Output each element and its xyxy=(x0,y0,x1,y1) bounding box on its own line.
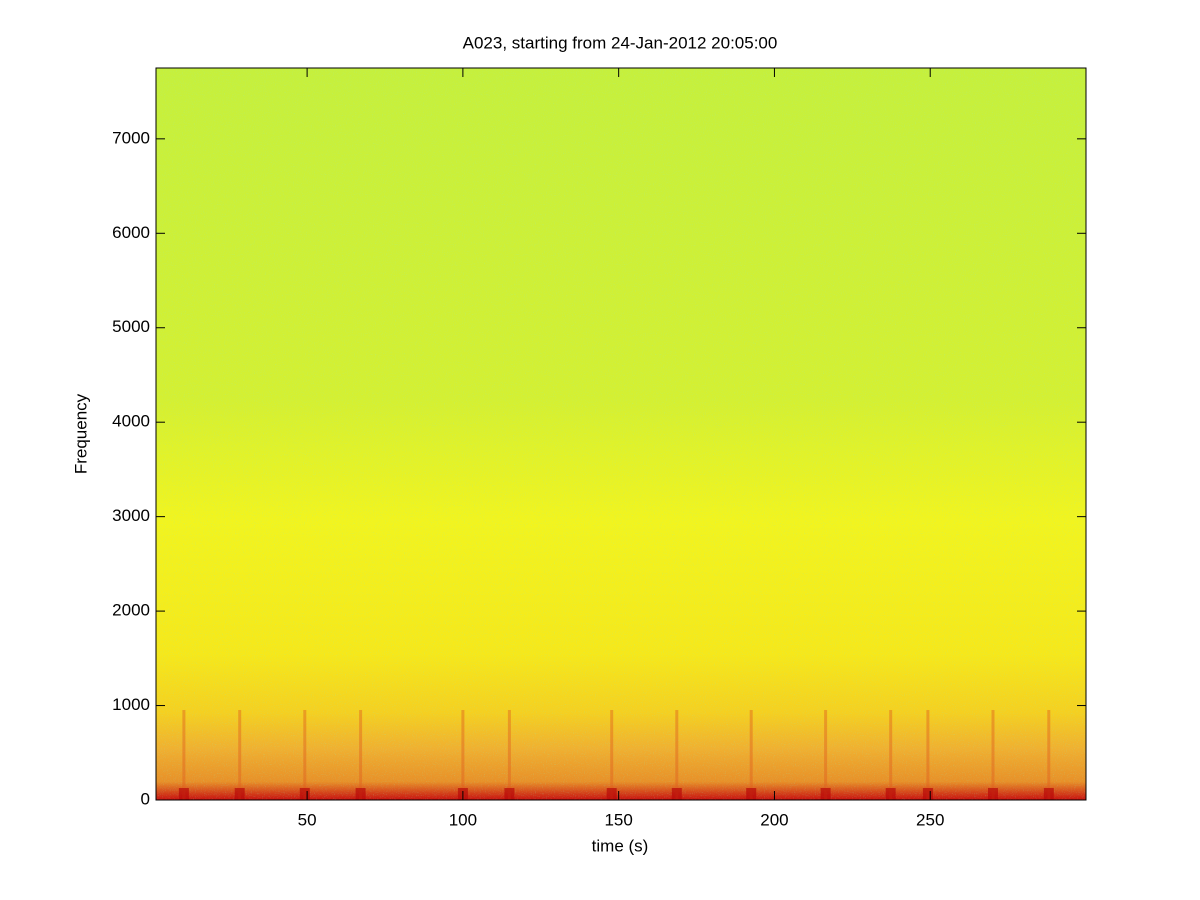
streak xyxy=(749,710,753,800)
streak-base xyxy=(1043,788,1054,800)
streak-base xyxy=(178,788,189,800)
y-axis-label: Frequency xyxy=(71,393,90,474)
streak-base xyxy=(922,788,933,800)
y-tick-label: 6000 xyxy=(112,223,150,242)
streak xyxy=(238,710,242,800)
streak xyxy=(926,710,930,800)
x-tick-label: 200 xyxy=(760,810,788,829)
streak-base xyxy=(671,788,682,800)
x-axis-label: time (s) xyxy=(592,836,649,855)
streak-base xyxy=(606,788,617,800)
streak xyxy=(889,710,893,800)
x-tick-label: 150 xyxy=(604,810,632,829)
streak xyxy=(507,710,511,800)
y-tick-label: 1000 xyxy=(112,695,150,714)
streak-base xyxy=(820,788,831,800)
y-tick-label: 3000 xyxy=(112,506,150,525)
y-tick-label: 2000 xyxy=(112,601,150,620)
streak xyxy=(359,710,363,800)
streak xyxy=(461,710,465,800)
y-tick-label: 0 xyxy=(141,789,150,808)
y-tick-label: 5000 xyxy=(112,317,150,336)
y-tick-label: 7000 xyxy=(112,128,150,147)
streak-base xyxy=(234,788,245,800)
streak xyxy=(675,710,679,800)
x-tick-label: 250 xyxy=(916,810,944,829)
streak xyxy=(610,710,614,800)
streak-base xyxy=(504,788,515,800)
chart-title: A023, starting from 24-Jan-2012 20:05:00 xyxy=(463,33,778,52)
plot-area xyxy=(156,68,1086,800)
streak-base xyxy=(988,788,998,800)
streak-base xyxy=(746,788,757,800)
spectrogram-noise xyxy=(156,68,1086,800)
streak xyxy=(824,710,828,800)
x-tick-label: 50 xyxy=(298,810,317,829)
streak-base xyxy=(885,788,896,800)
streak xyxy=(303,710,307,800)
y-tick-label: 4000 xyxy=(112,412,150,431)
streak xyxy=(991,710,995,800)
streak xyxy=(182,710,186,800)
axes-box xyxy=(155,67,1087,801)
streak-base xyxy=(355,788,366,800)
streak-base xyxy=(299,788,310,800)
x-tick-label: 100 xyxy=(449,810,477,829)
streak xyxy=(1047,710,1051,800)
